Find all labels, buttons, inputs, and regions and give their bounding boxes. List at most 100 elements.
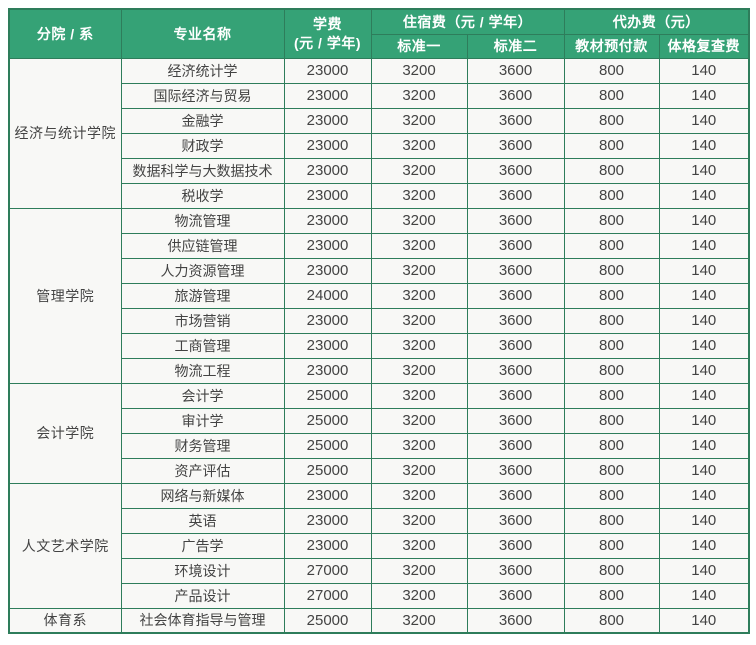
header-tuition-line2: (元 / 学年) <box>294 34 361 51</box>
textbook-prepay-cell: 800 <box>563 232 660 259</box>
textbook-prepay-cell: 800 <box>563 207 660 234</box>
tuition-cell: 23000 <box>283 107 372 134</box>
physical-recheck-cell: 140 <box>658 132 750 159</box>
standard-1-cell: 3200 <box>370 282 468 309</box>
tuition-cell: 23000 <box>283 532 372 559</box>
department-cell: 人文艺术学院 <box>8 482 122 609</box>
table-row: 供应链管理 23000 3200 3600 800 140 <box>9 232 750 259</box>
department-cell: 体育系 <box>8 607 122 634</box>
standard-2-cell: 3600 <box>466 332 565 359</box>
textbook-prepay-cell: 800 <box>563 582 660 609</box>
standard-1-cell: 3200 <box>370 482 468 509</box>
physical-recheck-cell: 140 <box>658 157 750 184</box>
standard-1-cell: 3200 <box>370 382 468 409</box>
header-standard-1: 标准一 <box>370 33 468 59</box>
standard-2-cell: 3600 <box>466 257 565 284</box>
standard-1-cell: 3200 <box>370 407 468 434</box>
fee-table: 分院 / 系 专业名称 学费 (元 / 学年) 住宿费（元 / 学年） 代办费（… <box>8 8 751 634</box>
textbook-prepay-cell: 800 <box>563 82 660 109</box>
standard-1-cell: 3200 <box>370 207 468 234</box>
standard-1-cell: 3200 <box>370 457 468 484</box>
standard-2-cell: 3600 <box>466 382 565 409</box>
textbook-prepay-cell: 800 <box>563 432 660 459</box>
standard-1-cell: 3200 <box>370 607 468 634</box>
header-textbook-prepay: 教材预付款 <box>563 33 660 59</box>
textbook-prepay-cell: 800 <box>563 57 660 84</box>
tuition-cell: 23000 <box>283 257 372 284</box>
major-cell: 社会体育指导与管理 <box>120 607 285 634</box>
standard-2-cell: 3600 <box>466 507 565 534</box>
tuition-cell: 27000 <box>283 582 372 609</box>
tuition-cell: 23000 <box>283 157 372 184</box>
textbook-prepay-cell: 800 <box>563 307 660 334</box>
tuition-cell: 23000 <box>283 332 372 359</box>
tuition-cell: 23000 <box>283 507 372 534</box>
standard-2-cell: 3600 <box>466 307 565 334</box>
textbook-prepay-cell: 800 <box>563 532 660 559</box>
standard-2-cell: 3600 <box>466 282 565 309</box>
textbook-prepay-cell: 800 <box>563 382 660 409</box>
tuition-cell: 23000 <box>283 307 372 334</box>
physical-recheck-cell: 140 <box>658 557 750 584</box>
standard-2-cell: 3600 <box>466 182 565 209</box>
fee-table-body: 经济与统计学院 经济统计学 23000 3200 3600 800 140 国际经济与贸易 23… <box>8 57 750 634</box>
physical-recheck-cell: 140 <box>658 532 750 559</box>
tuition-cell: 24000 <box>283 282 372 309</box>
standard-1-cell: 3200 <box>370 307 468 334</box>
physical-recheck-cell: 140 <box>658 182 750 209</box>
tuition-cell: 23000 <box>283 232 372 259</box>
tuition-cell: 25000 <box>283 607 372 634</box>
major-cell: 物流管理 <box>120 207 285 234</box>
header-accommodation: 住宿费（元 / 学年） <box>370 8 565 35</box>
tuition-cell: 23000 <box>283 357 372 384</box>
department-cell: 经济与统计学院 <box>8 57 122 209</box>
header-major: 专业名称 <box>120 8 285 59</box>
physical-recheck-cell: 140 <box>658 607 750 634</box>
table-row: 金融学 23000 3200 3600 800 140 <box>9 107 750 134</box>
table-row: 国际经济与贸易 23000 3200 3600 800 140 <box>9 82 750 109</box>
standard-1-cell: 3200 <box>370 57 468 84</box>
physical-recheck-cell: 140 <box>658 357 750 384</box>
table-row: 资产评估 25000 3200 3600 800 140 <box>9 457 750 484</box>
textbook-prepay-cell: 800 <box>563 557 660 584</box>
table-row: 物流工程 23000 3200 3600 800 140 <box>9 357 750 384</box>
textbook-prepay-cell: 800 <box>563 407 660 434</box>
major-cell: 环境设计 <box>120 557 285 584</box>
physical-recheck-cell: 140 <box>658 232 750 259</box>
physical-recheck-cell: 140 <box>658 582 750 609</box>
physical-recheck-cell: 140 <box>658 382 750 409</box>
physical-recheck-cell: 140 <box>658 307 750 334</box>
physical-recheck-cell: 140 <box>658 507 750 534</box>
textbook-prepay-cell: 800 <box>563 132 660 159</box>
tuition-cell: 25000 <box>283 432 372 459</box>
textbook-prepay-cell: 800 <box>563 257 660 284</box>
table-row: 数据科学与大数据技术 23000 3200 3600 800 140 <box>9 157 750 184</box>
tuition-cell: 23000 <box>283 132 372 159</box>
major-cell: 财务管理 <box>120 432 285 459</box>
physical-recheck-cell: 140 <box>658 282 750 309</box>
table-row: 市场营销 23000 3200 3600 800 140 <box>9 307 750 334</box>
table-row: 英语 23000 3200 3600 800 140 <box>9 507 750 534</box>
tuition-cell: 27000 <box>283 557 372 584</box>
major-cell: 旅游管理 <box>120 282 285 309</box>
textbook-prepay-cell: 800 <box>563 357 660 384</box>
standard-2-cell: 3600 <box>466 432 565 459</box>
table-row: 税收学 23000 3200 3600 800 140 <box>9 182 750 209</box>
standard-2-cell: 3600 <box>466 357 565 384</box>
standard-2-cell: 3600 <box>466 132 565 159</box>
tuition-cell: 25000 <box>283 457 372 484</box>
tuition-cell: 23000 <box>283 82 372 109</box>
standard-2-cell: 3600 <box>466 407 565 434</box>
standard-2-cell: 3600 <box>466 57 565 84</box>
physical-recheck-cell: 140 <box>658 82 750 109</box>
standard-1-cell: 3200 <box>370 532 468 559</box>
tuition-cell: 23000 <box>283 57 372 84</box>
standard-2-cell: 3600 <box>466 607 565 634</box>
textbook-prepay-cell: 800 <box>563 607 660 634</box>
major-cell: 人力资源管理 <box>120 257 285 284</box>
major-cell: 英语 <box>120 507 285 534</box>
header-tuition-line1: 学费 <box>313 15 342 32</box>
header-physical-recheck: 体格复查费 <box>658 33 750 59</box>
table-row: 管理学院 物流管理 23000 3200 3600 800 140 <box>8 207 750 384</box>
major-cell: 数据科学与大数据技术 <box>120 157 285 184</box>
